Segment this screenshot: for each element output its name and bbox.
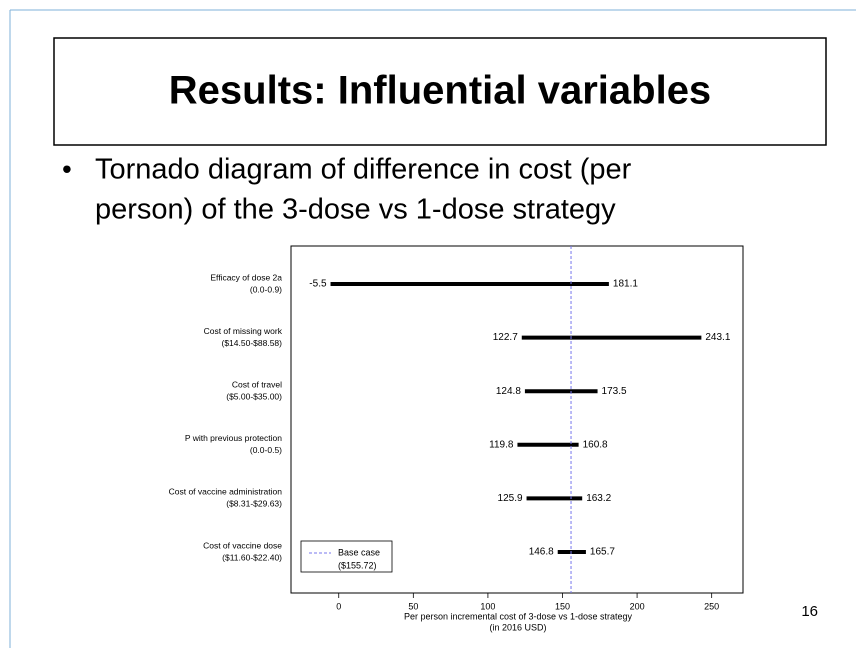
category-range: ($14.50-$88.58) xyxy=(222,338,283,348)
title-box xyxy=(53,37,827,146)
category-range: ($11.60-$22.40) xyxy=(222,552,282,562)
x-axis-label: (in 2016 USD) xyxy=(489,622,546,632)
value-label: 160.8 xyxy=(583,439,608,450)
bullet-text: Tornado diagram of difference in cost (p… xyxy=(95,154,632,186)
value-label: 119.8 xyxy=(489,439,514,450)
category-range: (0.0-0.9) xyxy=(250,284,282,294)
category-range: ($8.31-$29.63) xyxy=(226,499,282,509)
x-axis-label: Per person incremental cost of 3-dose vs… xyxy=(404,611,633,621)
category-label: Cost of vaccine administration xyxy=(169,487,283,497)
x-tick-label: 0 xyxy=(336,601,341,611)
value-label: 173.5 xyxy=(602,386,627,397)
legend-box xyxy=(300,540,393,573)
page-number: 16 xyxy=(801,603,818,620)
category-label: Cost of travel xyxy=(232,379,282,389)
bullet: • xyxy=(62,153,72,184)
value-label: 124.8 xyxy=(496,386,521,397)
category-range: (0.0-0.5) xyxy=(250,445,282,455)
value-label: 163.2 xyxy=(586,493,611,504)
value-label: 243.1 xyxy=(705,332,730,343)
value-label: 146.8 xyxy=(529,547,554,558)
value-label: 165.7 xyxy=(590,547,615,558)
value-label: -5.5 xyxy=(309,279,327,290)
x-tick-label: 50 xyxy=(408,601,418,611)
value-label: 122.7 xyxy=(493,332,518,343)
x-tick-label: 200 xyxy=(630,601,645,611)
x-tick-label: 150 xyxy=(555,601,570,611)
bullet-text: person) of the 3-dose vs 1-dose strategy xyxy=(95,194,616,226)
x-tick-label: 100 xyxy=(480,601,495,611)
category-label: P with previous protection xyxy=(185,433,282,443)
category-label: Efficacy of dose 2a xyxy=(210,272,282,282)
value-label: 125.9 xyxy=(498,493,523,504)
legend-label: Base case xyxy=(338,547,380,557)
value-label: 181.1 xyxy=(613,279,638,290)
category-label: Cost of missing work xyxy=(204,326,283,336)
category-label: Cost of vaccine dose xyxy=(203,540,282,550)
category-range: ($5.00-$35.00) xyxy=(226,391,282,401)
slide-title: Results: Influential variables xyxy=(169,69,711,113)
plot-frame xyxy=(290,245,744,594)
legend-label: ($155.72) xyxy=(338,560,377,570)
x-tick-label: 250 xyxy=(704,601,719,611)
